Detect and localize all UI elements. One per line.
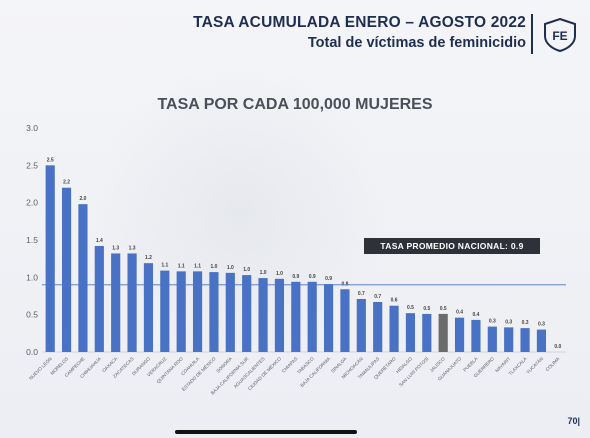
bar (94, 245, 104, 352)
category-label: YUCATÁN (525, 355, 545, 375)
header-title: TASA ACUMULADA ENERO – AGOSTO 2022 Total… (193, 14, 526, 51)
bar-value-label: 0.5 (423, 306, 430, 312)
y-tick-label: 2.5 (26, 160, 38, 170)
bar (176, 271, 186, 352)
category-label: NUEVO LEÓN (27, 355, 53, 381)
bar-value-label: 1.0 (227, 265, 234, 271)
bar-value-label: 2.0 (79, 196, 86, 202)
home-indicator (175, 430, 357, 434)
bar (225, 272, 235, 352)
bar-value-label: 1.2 (145, 255, 152, 261)
y-tick-label: 3.0 (26, 123, 38, 133)
bar (160, 270, 170, 352)
header-divider (531, 14, 533, 54)
page-number: 70| (567, 416, 580, 426)
category-label: TLAXCALA (508, 356, 529, 377)
chart-title: TASA POR CADA 100,000 MUJERES (157, 96, 433, 113)
bar (242, 275, 252, 352)
bar-value-label: 1.0 (243, 267, 250, 273)
bar (258, 278, 268, 352)
bar-value-label: 0.8 (341, 281, 348, 287)
bar (454, 317, 465, 352)
bar-value-label: 0.3 (522, 320, 529, 326)
bar (78, 204, 88, 352)
bar (209, 272, 219, 352)
bar-value-label: 2.5 (47, 157, 54, 163)
header-title-line1: TASA ACUMULADA ENERO – AGOSTO 2022 (193, 14, 526, 31)
bar (291, 281, 301, 352)
bar-value-label: 0.7 (358, 291, 365, 297)
average-badge-value: 0.9 (510, 241, 524, 251)
y-tick-label: 0.5 (26, 310, 38, 320)
average-badge-label: TASA PROMEDIO NACIONAL: (380, 241, 509, 251)
bar (356, 298, 366, 352)
bar (323, 284, 334, 352)
y-tick-label: 1.0 (26, 272, 38, 282)
category-label: SAN LUIS POTOSÍ (397, 355, 430, 388)
category-label: COLIMA (545, 356, 562, 373)
bar-value-label: 0.0 (554, 344, 561, 350)
logo-text: FE (552, 29, 567, 43)
average-badge: TASA PROMEDIO NACIONAL: 0.9 (364, 238, 540, 254)
bar-value-label: 1.0 (260, 270, 267, 276)
bar (192, 271, 203, 352)
bar-value-label: 0.6 (391, 298, 398, 304)
bar-value-label: 1.3 (112, 245, 119, 251)
bar (111, 253, 121, 352)
bar-value-label: 2.2 (63, 180, 70, 186)
bar-value-label: 0.9 (325, 276, 332, 282)
background-watermark (90, 60, 390, 360)
bar (504, 327, 514, 352)
bar-value-label: 1.4 (96, 238, 103, 244)
bar (61, 187, 72, 352)
bar (389, 305, 399, 352)
bar-value-label: 1.1 (161, 263, 168, 269)
bar-value-label: 1.1 (178, 263, 185, 269)
bar-value-label: 0.9 (309, 274, 316, 280)
bar-value-label: 0.9 (292, 274, 299, 280)
y-tick-label: 1.5 (26, 235, 38, 245)
bar (520, 328, 530, 352)
bar-value-label: 1.0 (210, 264, 217, 270)
bar-value-label: 1.0 (276, 271, 283, 277)
bar (127, 253, 137, 352)
bar-value-label: 0.7 (374, 294, 381, 300)
fe-shield-logo-icon: FE (544, 18, 576, 52)
header-title-line2: Total de víctimas de feminicidio (307, 35, 526, 51)
bar (487, 326, 497, 352)
bar (143, 263, 154, 352)
bar-value-label: 0.4 (456, 310, 463, 316)
bar-value-label: 0.3 (505, 319, 512, 325)
bar-value-label: 0.5 (407, 305, 414, 311)
bar (307, 281, 317, 352)
bar-value-label: 0.3 (538, 322, 545, 328)
bar (373, 301, 383, 352)
bar (536, 329, 547, 352)
bar (45, 165, 55, 352)
bar (340, 289, 350, 352)
bar-value-label: 0.3 (489, 319, 496, 325)
category-label: BAJA CALIFORNIA (299, 356, 332, 389)
bar (438, 313, 448, 352)
y-tick-label: 2.0 (26, 198, 38, 208)
bar (405, 313, 416, 352)
bar (471, 319, 481, 352)
bar (422, 313, 432, 352)
bar-value-label: 1.1 (194, 263, 201, 269)
bar-value-label: 0.5 (440, 306, 447, 312)
y-tick-label: 0.0 (26, 347, 38, 357)
bar (274, 278, 285, 352)
bar-value-label: 1.3 (129, 245, 136, 251)
bar-value-label: 0.4 (472, 312, 479, 318)
